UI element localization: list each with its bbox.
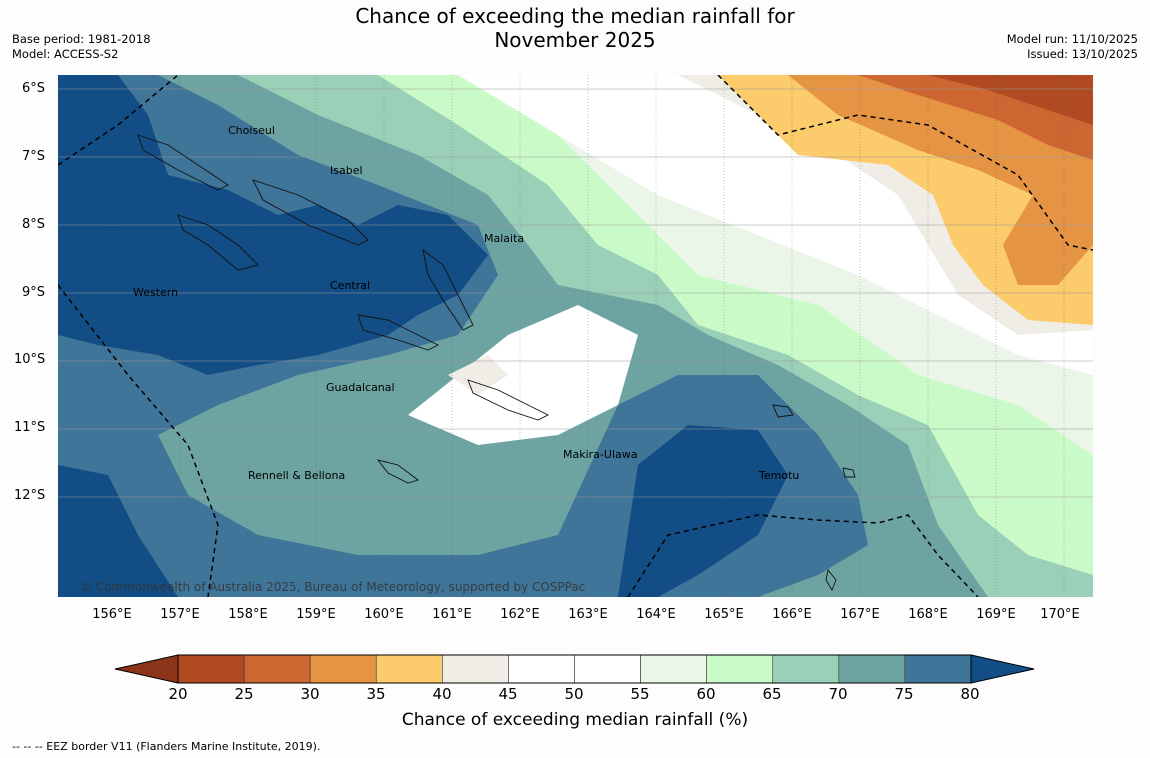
colorbar-tick: 35 [366,685,386,703]
colorbar-bin [309,654,377,684]
island-isabel [252,179,369,246]
base-period: Base period: 1981-2018 [12,32,151,46]
colorbar-bin [838,654,906,684]
lat-label: 7°S [22,149,46,164]
colorbar-bin [375,654,443,684]
colorbar-tick: 45 [498,685,518,703]
contour-50-55-central [408,305,638,445]
lon-label: 158°E [228,607,268,622]
copyright-text: © Commonwealth of Australia 2025, Bureau… [80,580,585,594]
colorbar-tick: 50 [564,685,584,703]
colorbar-bin [772,654,840,684]
contour-80-plus-se [618,425,788,597]
colorbar-bin [574,654,641,684]
colorbar-tick: 70 [828,685,848,703]
lon-label: 157°E [160,607,200,622]
colorbar-frame [177,654,972,684]
lon-label: 165°E [704,607,744,622]
island-santa-cruz [772,404,794,418]
lon-label: 162°E [500,607,540,622]
colorbar-high-extend [970,654,1035,684]
island-vanikoro [842,467,856,478]
lon-label: 164°E [636,607,676,622]
issued-date: Issued: 13/10/2025 [1027,47,1138,61]
lon-label: 168°E [908,607,948,622]
island-rennell [376,459,419,484]
colorbar-tick: 25 [234,685,254,703]
colorbar-bin [508,654,575,684]
lon-label: 161°E [432,607,472,622]
colorbar-bin [442,654,509,684]
meta-right: Model run: 11/10/2025 Issued: 13/10/2025 [1007,32,1138,62]
colorbar-label: Chance of exceeding median rainfall (%) [401,710,749,730]
lon-label: 159°E [296,607,336,622]
colorbar-tick: 55 [630,685,650,703]
contour-45-50-central [448,355,508,395]
lon-label: 166°E [772,607,812,622]
island-makira [467,379,550,421]
region-label-isabel: Isabel [330,164,363,177]
colorbar-tick: 30 [300,685,320,703]
colorbar-tick: 20 [168,685,188,703]
lon-label: 167°E [840,607,880,622]
map-title: Chance of exceeding the median rainfall … [0,4,1150,52]
contour-80-plus-sw [58,465,178,597]
meta-left: Base period: 1981-2018 Model: ACCESS-S2 [12,32,151,62]
lon-label: 169°E [976,607,1016,622]
rainfall-map: Choiseul Isabel Malaita Central Western … [58,75,1093,597]
colorbar [114,654,1035,684]
colorbar-bin [904,654,972,684]
colorbar-bin [243,654,311,684]
lon-label: 156°E [92,607,132,622]
island-malaita [422,248,474,331]
lat-label: 6°S [22,81,46,96]
islands [137,134,856,592]
colorbar-bin [706,654,774,684]
region-label-rennell-bellona: Rennell & Bellona [248,469,345,482]
region-label-malaita: Malaita [484,232,524,245]
colorbar-low-extend [114,654,179,684]
title-line-1: Chance of exceeding the median rainfall … [355,4,795,28]
region-label-guadalcanal: Guadalcanal [326,381,395,394]
colorbar-tick: 80 [960,685,980,703]
colorbar-tick: 40 [432,685,452,703]
island-small-se [825,568,837,592]
eez-footnote: -- -- -- EEZ border V11 (Flanders Marine… [12,740,321,753]
lon-label: 163°E [568,607,608,622]
model-name: Model: ACCESS-S2 [12,47,119,61]
lat-label: 11°S [14,420,46,435]
lon-label: 170°E [1040,607,1080,622]
lat-label: 9°S [22,285,46,300]
colorbar-bin [640,654,707,684]
latitude-lines [58,88,1093,498]
island-guadalcanal [357,314,440,351]
lat-label: 10°S [14,352,46,367]
lon-label: 160°E [364,607,404,622]
region-label-central: Central [330,279,370,292]
lat-label: 12°S [14,488,46,503]
lat-label: 8°S [22,217,46,232]
model-run: Model run: 11/10/2025 [1006,32,1138,46]
region-label-choiseul: Choiseul [228,124,275,137]
colorbar-tick: 65 [762,685,782,703]
contour-20-25 [928,75,1093,125]
colorbar-tick: 60 [696,685,716,703]
colorbar-bin [177,654,245,684]
region-label-temotu: Temotu [758,469,799,482]
region-label-makira-ulawa: Makira-Ulawa [563,448,637,461]
island-choiseul [137,134,229,191]
island-new-georgia [177,214,259,271]
eez-border [58,75,1093,597]
colorbar-tick: 75 [894,685,914,703]
region-label-western: Western [133,286,178,299]
title-line-2: November 2025 [494,28,656,52]
